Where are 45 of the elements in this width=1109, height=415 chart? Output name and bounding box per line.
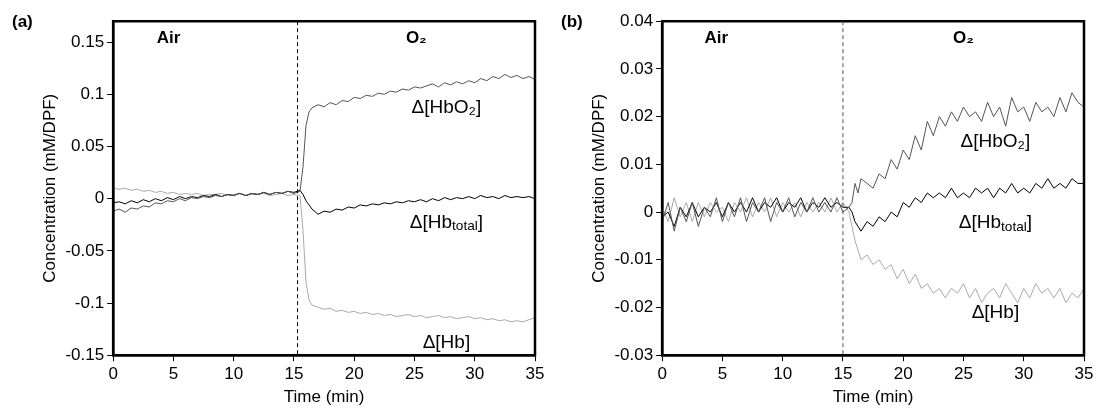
y-tick-label: 0.1 xyxy=(80,83,105,103)
x-tick-label: 25 xyxy=(954,364,973,384)
x-tick-label: 0 xyxy=(657,364,667,384)
series-label: Δ[Hb] xyxy=(971,301,1020,323)
x-tick-label: 5 xyxy=(717,364,728,384)
x-axis-title: Time (min) xyxy=(832,387,914,407)
chart-title: (a) xyxy=(12,12,33,32)
y-tick-label: -0.02 xyxy=(614,297,654,317)
y-tick-label: -0.15 xyxy=(65,344,105,364)
x-tick-label: 5 xyxy=(168,364,179,384)
x-tick-label: 0 xyxy=(108,364,118,384)
y-tick-label: -0.03 xyxy=(614,344,654,364)
series-label: Δ[Hb] xyxy=(422,330,471,352)
y-tick-label: 0.01 xyxy=(620,154,654,174)
annotation: Air xyxy=(156,28,181,48)
y-axis-title: Concentration (mM/DPF) xyxy=(39,93,59,283)
x-tick-label: 20 xyxy=(344,364,364,384)
y-tick-label: 0.02 xyxy=(620,106,654,126)
x-tick-label: 20 xyxy=(893,364,913,384)
x-tick-label: 10 xyxy=(773,364,793,384)
x-tick-label: 15 xyxy=(284,364,304,384)
x-tick-label: 30 xyxy=(465,364,485,384)
y-tick-label: 0.04 xyxy=(620,10,654,30)
y-tick-label: 0.15 xyxy=(71,31,105,51)
x-tick-label: 35 xyxy=(1074,364,1094,384)
x-tick-label: 15 xyxy=(833,364,853,384)
y-tick-label: 0.03 xyxy=(620,58,654,78)
x-tick-label: 25 xyxy=(405,364,424,384)
y-tick-label: -0.01 xyxy=(614,249,654,269)
annotation: O₂ xyxy=(405,28,427,48)
annotation: Air xyxy=(704,28,729,48)
annotation: O₂ xyxy=(953,28,974,48)
y-tick-label: 0 xyxy=(94,188,105,208)
y-tick-label: 0.05 xyxy=(71,136,105,156)
y-axis-title: Concentration (mM/DPF) xyxy=(588,93,608,283)
y-tick-label: -0.05 xyxy=(65,240,105,260)
series-label: Δ[HbO₂] xyxy=(960,129,1031,151)
y-tick-label: 0 xyxy=(643,201,654,221)
x-tick-label: 30 xyxy=(1014,364,1034,384)
chart-title: (b) xyxy=(561,12,583,32)
x-tick-label: 10 xyxy=(224,364,244,384)
x-axis-title: Time (min) xyxy=(283,387,365,407)
series-label: Δ[HbO₂] xyxy=(411,95,482,117)
x-tick-label: 35 xyxy=(525,364,545,384)
y-tick-label: -0.1 xyxy=(74,292,105,312)
